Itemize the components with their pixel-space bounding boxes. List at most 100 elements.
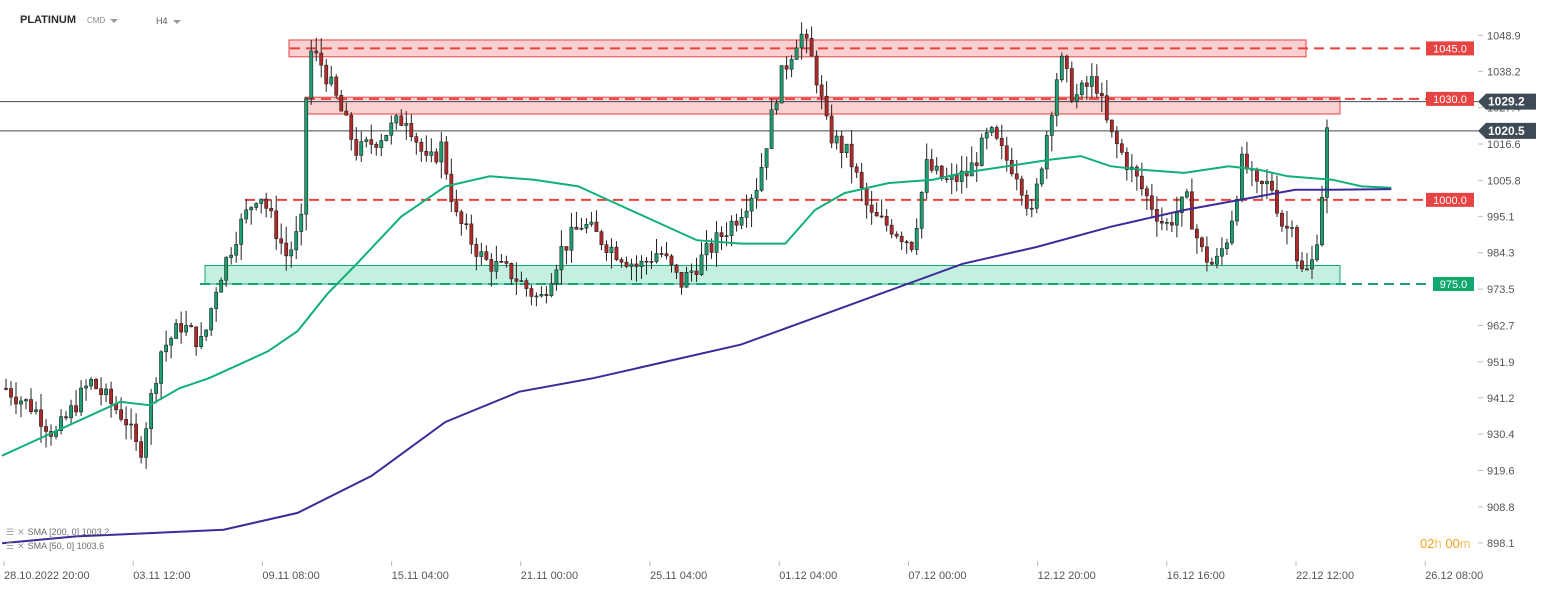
level-tag-label: 1045.0: [1433, 43, 1467, 55]
candle-body: [1265, 180, 1269, 185]
x-tick-label: 21.11 00:00: [521, 570, 578, 582]
candle-body: [224, 257, 229, 281]
y-tick-label: 908.8: [1487, 502, 1515, 514]
candle-body: [1290, 227, 1294, 229]
candle-body: [514, 278, 519, 282]
candle-body: [59, 416, 63, 431]
candle-body: [1054, 79, 1059, 116]
candle-body: [214, 291, 219, 309]
candle-body: [464, 223, 469, 226]
candle-body: [1260, 180, 1264, 185]
candle-body: [1064, 55, 1069, 69]
candle-body: [734, 220, 739, 226]
candle-body: [354, 139, 359, 156]
candle-body: [369, 139, 374, 145]
candle-body: [154, 383, 159, 394]
candle-body: [179, 323, 184, 333]
candle-body: [484, 251, 489, 260]
candle-body: [319, 52, 324, 66]
candle-body: [394, 115, 399, 124]
candle-body: [834, 135, 839, 144]
candle-body: [499, 261, 504, 263]
candle-body: [954, 174, 959, 182]
close-icon[interactable]: ✕: [17, 527, 25, 537]
candle-body: [984, 132, 989, 139]
candle-body: [594, 221, 599, 233]
candle-body: [459, 211, 464, 225]
candle-body: [639, 260, 644, 267]
candle-body: [1019, 178, 1024, 196]
candle-body: [124, 419, 128, 426]
level-tag: [1426, 91, 1474, 106]
candle-body: [599, 231, 604, 246]
close-icon[interactable]: ✕: [17, 541, 25, 551]
candle-body: [209, 308, 214, 331]
candle-body: [1144, 188, 1149, 197]
indicator-legend-sma200[interactable]: ☰ ✕ SMA [200, 0] 1003.2: [6, 527, 109, 538]
candle-body: [1184, 191, 1189, 198]
candle-body: [574, 226, 579, 230]
candle-body: [754, 190, 759, 199]
level-tag: [1426, 41, 1474, 56]
candle-body: [1300, 260, 1304, 270]
candle-body: [419, 141, 424, 152]
candle-body: [1114, 131, 1119, 145]
candle-body: [424, 151, 429, 156]
candle-body: [1109, 119, 1114, 133]
candle-body: [144, 428, 149, 458]
candle-body: [519, 280, 524, 282]
timeframe-dropdown[interactable]: H4: [156, 16, 181, 26]
candle-body: [539, 293, 544, 297]
candle-body: [674, 264, 679, 273]
candle-body: [869, 204, 874, 213]
candle-countdown: 02h 00m: [1420, 536, 1471, 551]
candle-body: [84, 385, 88, 389]
price-tag-label: 1029.2: [1488, 95, 1525, 109]
candle-body: [849, 143, 854, 168]
candle-body: [364, 139, 369, 142]
candle-body: [669, 255, 674, 266]
candle-body: [244, 209, 249, 220]
candle-body: [9, 388, 13, 398]
candle-body: [74, 405, 78, 413]
candle-body: [404, 123, 409, 126]
candle-body: [739, 217, 744, 226]
symbol-name[interactable]: PLATINUM: [20, 14, 77, 26]
candle-body: [644, 260, 649, 263]
candle-body: [1139, 175, 1144, 190]
candle-body: [254, 203, 259, 208]
sma-lines: [1, 155, 1392, 545]
candle-body: [1029, 207, 1034, 210]
candle-body: [159, 351, 164, 384]
symbol-type-label: CMD: [87, 16, 106, 25]
symbol-type-dropdown[interactable]: CMD: [87, 16, 119, 25]
zones: [204, 39, 1341, 285]
x-tick-label: 22.12 12:00: [1296, 570, 1354, 582]
candle-body: [299, 213, 304, 232]
candle-body: [289, 249, 294, 257]
candle-body: [924, 159, 929, 193]
x-axis: 28.10.2022 20:00 03.11 12:00 09.11 08:00 15…: [3, 561, 1483, 582]
list-icon[interactable]: ☰: [6, 527, 15, 537]
x-tick-label: 16.12 16:00: [1167, 570, 1225, 582]
candle-body: [1079, 82, 1084, 95]
candle-body: [979, 137, 984, 166]
indicator-legend-sma50[interactable]: ☰ ✕ SMA [50, 0] 1003.6: [6, 541, 104, 552]
candle-body: [764, 148, 769, 168]
candle-body: [989, 127, 994, 133]
candle-body: [1245, 153, 1249, 170]
list-icon[interactable]: ☰: [6, 541, 15, 551]
candle-body: [609, 246, 614, 254]
candle-body: [474, 244, 479, 257]
candle-body: [1255, 169, 1259, 182]
candle-body: [694, 270, 699, 275]
candle-body: [1205, 246, 1209, 263]
candle-body: [1119, 143, 1124, 153]
candle-body: [729, 220, 734, 236]
y-axis: 1048.91038.21027.41016.61005.8995.1984.3…: [1478, 30, 1521, 550]
candle-body: [1134, 166, 1139, 177]
candle-body: [1084, 82, 1089, 87]
x-tick-label: 25.11 04:00: [650, 570, 707, 582]
candle-body: [1200, 237, 1204, 248]
